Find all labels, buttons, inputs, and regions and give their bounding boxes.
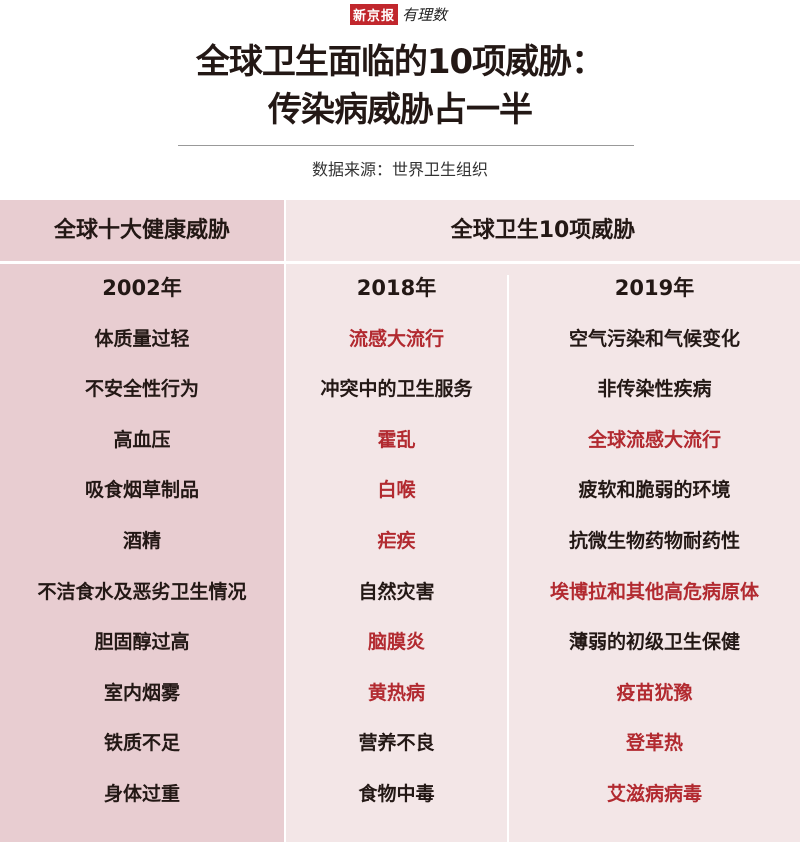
- divider: [178, 145, 634, 146]
- source-note: 数据来源：世界卫生组织: [311, 160, 488, 179]
- year-label: 2018年: [356, 276, 437, 300]
- title-line-1: 全球卫生面临的10项威胁：: [195, 42, 605, 82]
- list-item: 冲突中的卫生服务: [320, 378, 473, 401]
- list-item: 室内烟雾: [103, 681, 180, 704]
- logo: 新京报 有理数: [350, 4, 447, 25]
- title-line-2: 传染病威胁占一半: [268, 90, 533, 130]
- list-item: 霍乱: [377, 428, 416, 451]
- year-label: 2002年: [102, 276, 182, 300]
- list-item: 疲软和脆弱的环境: [578, 479, 731, 502]
- list-item: 非传染性疾病: [597, 378, 712, 401]
- list-item: 疟疾: [377, 529, 416, 552]
- list-item: 铁质不足: [103, 732, 180, 755]
- list-item: 不安全性行为: [84, 378, 199, 401]
- list-item: 流感大流行: [348, 327, 444, 350]
- right-column-bg: [286, 200, 800, 842]
- list-item: 自然灾害: [358, 580, 435, 603]
- list-item: 薄弱的初级卫生保健: [568, 631, 740, 654]
- list-item: 脑膜炎: [367, 631, 425, 654]
- column-2002: 2002年体质量过轻不安全性行为 高血压吸食烟草制品 酒精不洁食水及恶劣卫生情况 胆固…: [0, 266, 284, 823]
- list-item: 食物中毒: [358, 782, 435, 805]
- list-item: 埃博拉和其他高危病原体: [549, 580, 759, 603]
- list-item: 胆固醇过高: [94, 631, 190, 654]
- list-item: 身体过重: [103, 782, 180, 805]
- list-item: 全球流感大流行: [587, 428, 721, 451]
- header-divider: [0, 261, 800, 264]
- list-item: 疫苗犹豫: [616, 681, 693, 704]
- list-item: 艾滋病病毒: [606, 782, 702, 805]
- logo-sub: 有理数: [402, 6, 448, 24]
- list-item: 吸食烟草制品: [84, 479, 199, 502]
- column-2018: 2018年流感大流行冲突中的卫生服务 霍乱白喉疟疾自然灾害脑膜炎黄热病营养不良食物…: [286, 266, 507, 823]
- list-item: 黄热病: [367, 681, 425, 704]
- left-column-bg: [0, 200, 284, 842]
- page-title: 全球卫生面临的10项威胁： 传染病威胁占一半: [0, 38, 800, 134]
- column-2019: 2019年空气污染和气候变化 非传染性疾病 全球流感大流行 疲软和脆弱的环境 抗微生物药…: [509, 266, 800, 823]
- header-left: 全球十大健康威胁: [53, 218, 230, 243]
- column-divider: [507, 275, 509, 842]
- list-item: 高血压: [113, 428, 171, 451]
- list-item: 白喉: [377, 479, 416, 502]
- logo-brand: 新京报: [350, 4, 399, 25]
- list-item: 酒精: [122, 529, 161, 552]
- list-item: 登革热: [625, 732, 683, 755]
- list-item: 抗微生物药物耐药性: [568, 529, 740, 552]
- year-label: 2019年: [614, 276, 695, 300]
- list-item: 不洁食水及恶劣卫生情况: [37, 580, 247, 603]
- list-item: 空气污染和气候变化: [568, 327, 740, 350]
- header-right: 全球卫生10项威胁: [450, 218, 636, 243]
- list-item: 营养不良: [358, 732, 435, 755]
- list-item: 体质量过轻: [94, 327, 190, 350]
